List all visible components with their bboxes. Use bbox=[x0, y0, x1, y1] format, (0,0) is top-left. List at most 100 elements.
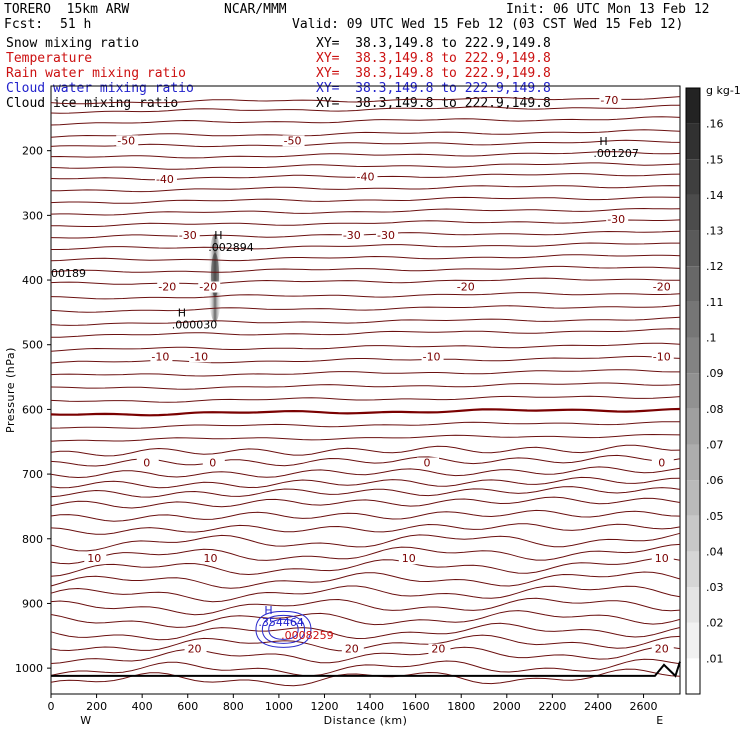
temperature-contour bbox=[50, 622, 681, 641]
contour-label-bg bbox=[136, 457, 159, 469]
colorbar-tick-label: .12 bbox=[706, 260, 724, 273]
contour-label: 10 bbox=[402, 552, 416, 565]
colorbar-swatch bbox=[686, 301, 700, 338]
contour-label: 10 bbox=[655, 552, 669, 565]
temperature-contour bbox=[50, 230, 681, 239]
colorbar-swatch bbox=[686, 266, 700, 302]
temperature-contour bbox=[51, 219, 681, 227]
contour-label-bg bbox=[398, 553, 421, 565]
contour-label: -10 bbox=[151, 350, 169, 363]
temperature-contour bbox=[50, 369, 680, 377]
temperature-contour bbox=[51, 328, 681, 338]
temperature-contour bbox=[50, 496, 681, 509]
colorbar-swatch bbox=[686, 587, 700, 623]
contour-label: 0 bbox=[143, 456, 150, 469]
temperature-contour bbox=[50, 646, 681, 664]
contour-label-bg bbox=[177, 229, 200, 241]
contour-label: -30 bbox=[377, 229, 395, 242]
x-axis-title: Distance (km) bbox=[324, 714, 408, 727]
colorbar-swatch bbox=[686, 88, 700, 124]
contour-label-bg bbox=[651, 281, 674, 293]
x-tick-label: 2200 bbox=[538, 700, 566, 713]
colorbar-tick-label: .06 bbox=[706, 474, 724, 487]
contour-label-bg bbox=[202, 457, 225, 469]
temperature-contour bbox=[50, 104, 681, 114]
colorbar-unit: g kg-1 bbox=[706, 84, 740, 97]
colorbar-tick-label: .07 bbox=[706, 438, 724, 451]
contour-label: -20 bbox=[457, 281, 475, 294]
colorbar-tick-label: .03 bbox=[706, 581, 724, 594]
cloud-water-contour bbox=[261, 614, 306, 644]
x-tick-label: 0 bbox=[48, 700, 55, 713]
temperature-contour bbox=[50, 304, 681, 313]
extremum-value: .354464 bbox=[258, 616, 304, 629]
temperature-contour bbox=[50, 382, 681, 390]
temperature-contour bbox=[50, 466, 681, 479]
x-tick-label: 2000 bbox=[493, 700, 521, 713]
contour-label-bg bbox=[428, 643, 451, 655]
y-tick-label: 800 bbox=[22, 533, 43, 546]
contour-label: -50 bbox=[284, 134, 302, 147]
x-tick-label: 600 bbox=[177, 700, 198, 713]
init-label: Init: 06 UTC Mon 13 Feb 12 bbox=[506, 2, 710, 17]
temperature-contour bbox=[51, 185, 681, 193]
y-tick-label: 1000 bbox=[15, 662, 43, 675]
legend-item-xy: XY= 38.3,149.8 to 222.9,149.8 bbox=[316, 66, 551, 81]
legend-item-xy: XY= 38.3,149.8 to 222.9,149.8 bbox=[316, 36, 551, 51]
contour-label-bg bbox=[189, 351, 212, 363]
temperature-contour bbox=[50, 509, 681, 522]
contour-label-bg bbox=[651, 457, 674, 469]
colorbar-swatch bbox=[686, 230, 700, 267]
colorbar-tick-label: .08 bbox=[706, 403, 724, 416]
colorbar-swatch bbox=[686, 408, 700, 445]
contour-label: -10 bbox=[423, 350, 441, 363]
contour-label: 20 bbox=[188, 643, 202, 656]
terrain-line bbox=[51, 661, 681, 678]
y-tick-label: 200 bbox=[22, 145, 43, 158]
temperature-contour bbox=[50, 610, 681, 628]
x-tick-label: 200 bbox=[86, 700, 107, 713]
contour-label-bg bbox=[184, 643, 207, 655]
temperature-contour bbox=[50, 557, 681, 577]
x-tick-label: 1800 bbox=[447, 700, 475, 713]
extremum-mark: H bbox=[214, 229, 222, 242]
temperature-contour bbox=[50, 139, 681, 148]
y-tick-label: 900 bbox=[22, 597, 43, 610]
contour-label: -40 bbox=[156, 173, 174, 186]
x-tick-label: 1400 bbox=[356, 700, 384, 713]
colorbar-tick-label: .15 bbox=[706, 153, 724, 166]
extremum-value: .0008259 bbox=[281, 629, 334, 642]
temperature-contour bbox=[50, 116, 681, 126]
contour-label: -10 bbox=[190, 350, 208, 363]
temperature-contour bbox=[50, 433, 681, 442]
temperature-contour bbox=[50, 486, 681, 498]
temperature-contour bbox=[50, 96, 681, 105]
contour-label: 20 bbox=[431, 643, 445, 656]
x-end-right: E bbox=[656, 714, 663, 727]
colorbar-tick-label: .13 bbox=[706, 225, 724, 238]
colorbar-swatch bbox=[686, 159, 700, 195]
y-tick-label: 600 bbox=[22, 403, 43, 416]
contour-label: 10 bbox=[204, 552, 218, 565]
contour-label-bg bbox=[157, 281, 180, 293]
temperature-contour bbox=[50, 543, 681, 565]
colorbar-tick-label: .09 bbox=[706, 367, 724, 380]
extremum-value: .000030 bbox=[172, 319, 218, 332]
contour-label-bg bbox=[355, 171, 378, 183]
colorbar-swatch bbox=[686, 373, 700, 409]
colorbar-tick-label: .05 bbox=[706, 510, 724, 523]
fcst-value: 51 h bbox=[60, 17, 92, 32]
contour-label-bg bbox=[651, 553, 674, 565]
temperature-contour bbox=[51, 242, 680, 250]
x-tick-label: 400 bbox=[132, 700, 153, 713]
contour-label: -30 bbox=[179, 229, 197, 242]
y-axis-title: Pressure (hPa) bbox=[4, 347, 17, 433]
x-tick-label: 2400 bbox=[584, 700, 612, 713]
colorbar-frame bbox=[685, 87, 701, 695]
temperature-contour bbox=[50, 254, 681, 262]
temperature-contour bbox=[50, 355, 681, 364]
temperature-contour bbox=[50, 265, 681, 273]
cloud-water-contour bbox=[268, 618, 299, 640]
colorbar-swatch bbox=[686, 622, 700, 659]
contour-label-bg bbox=[116, 135, 139, 147]
